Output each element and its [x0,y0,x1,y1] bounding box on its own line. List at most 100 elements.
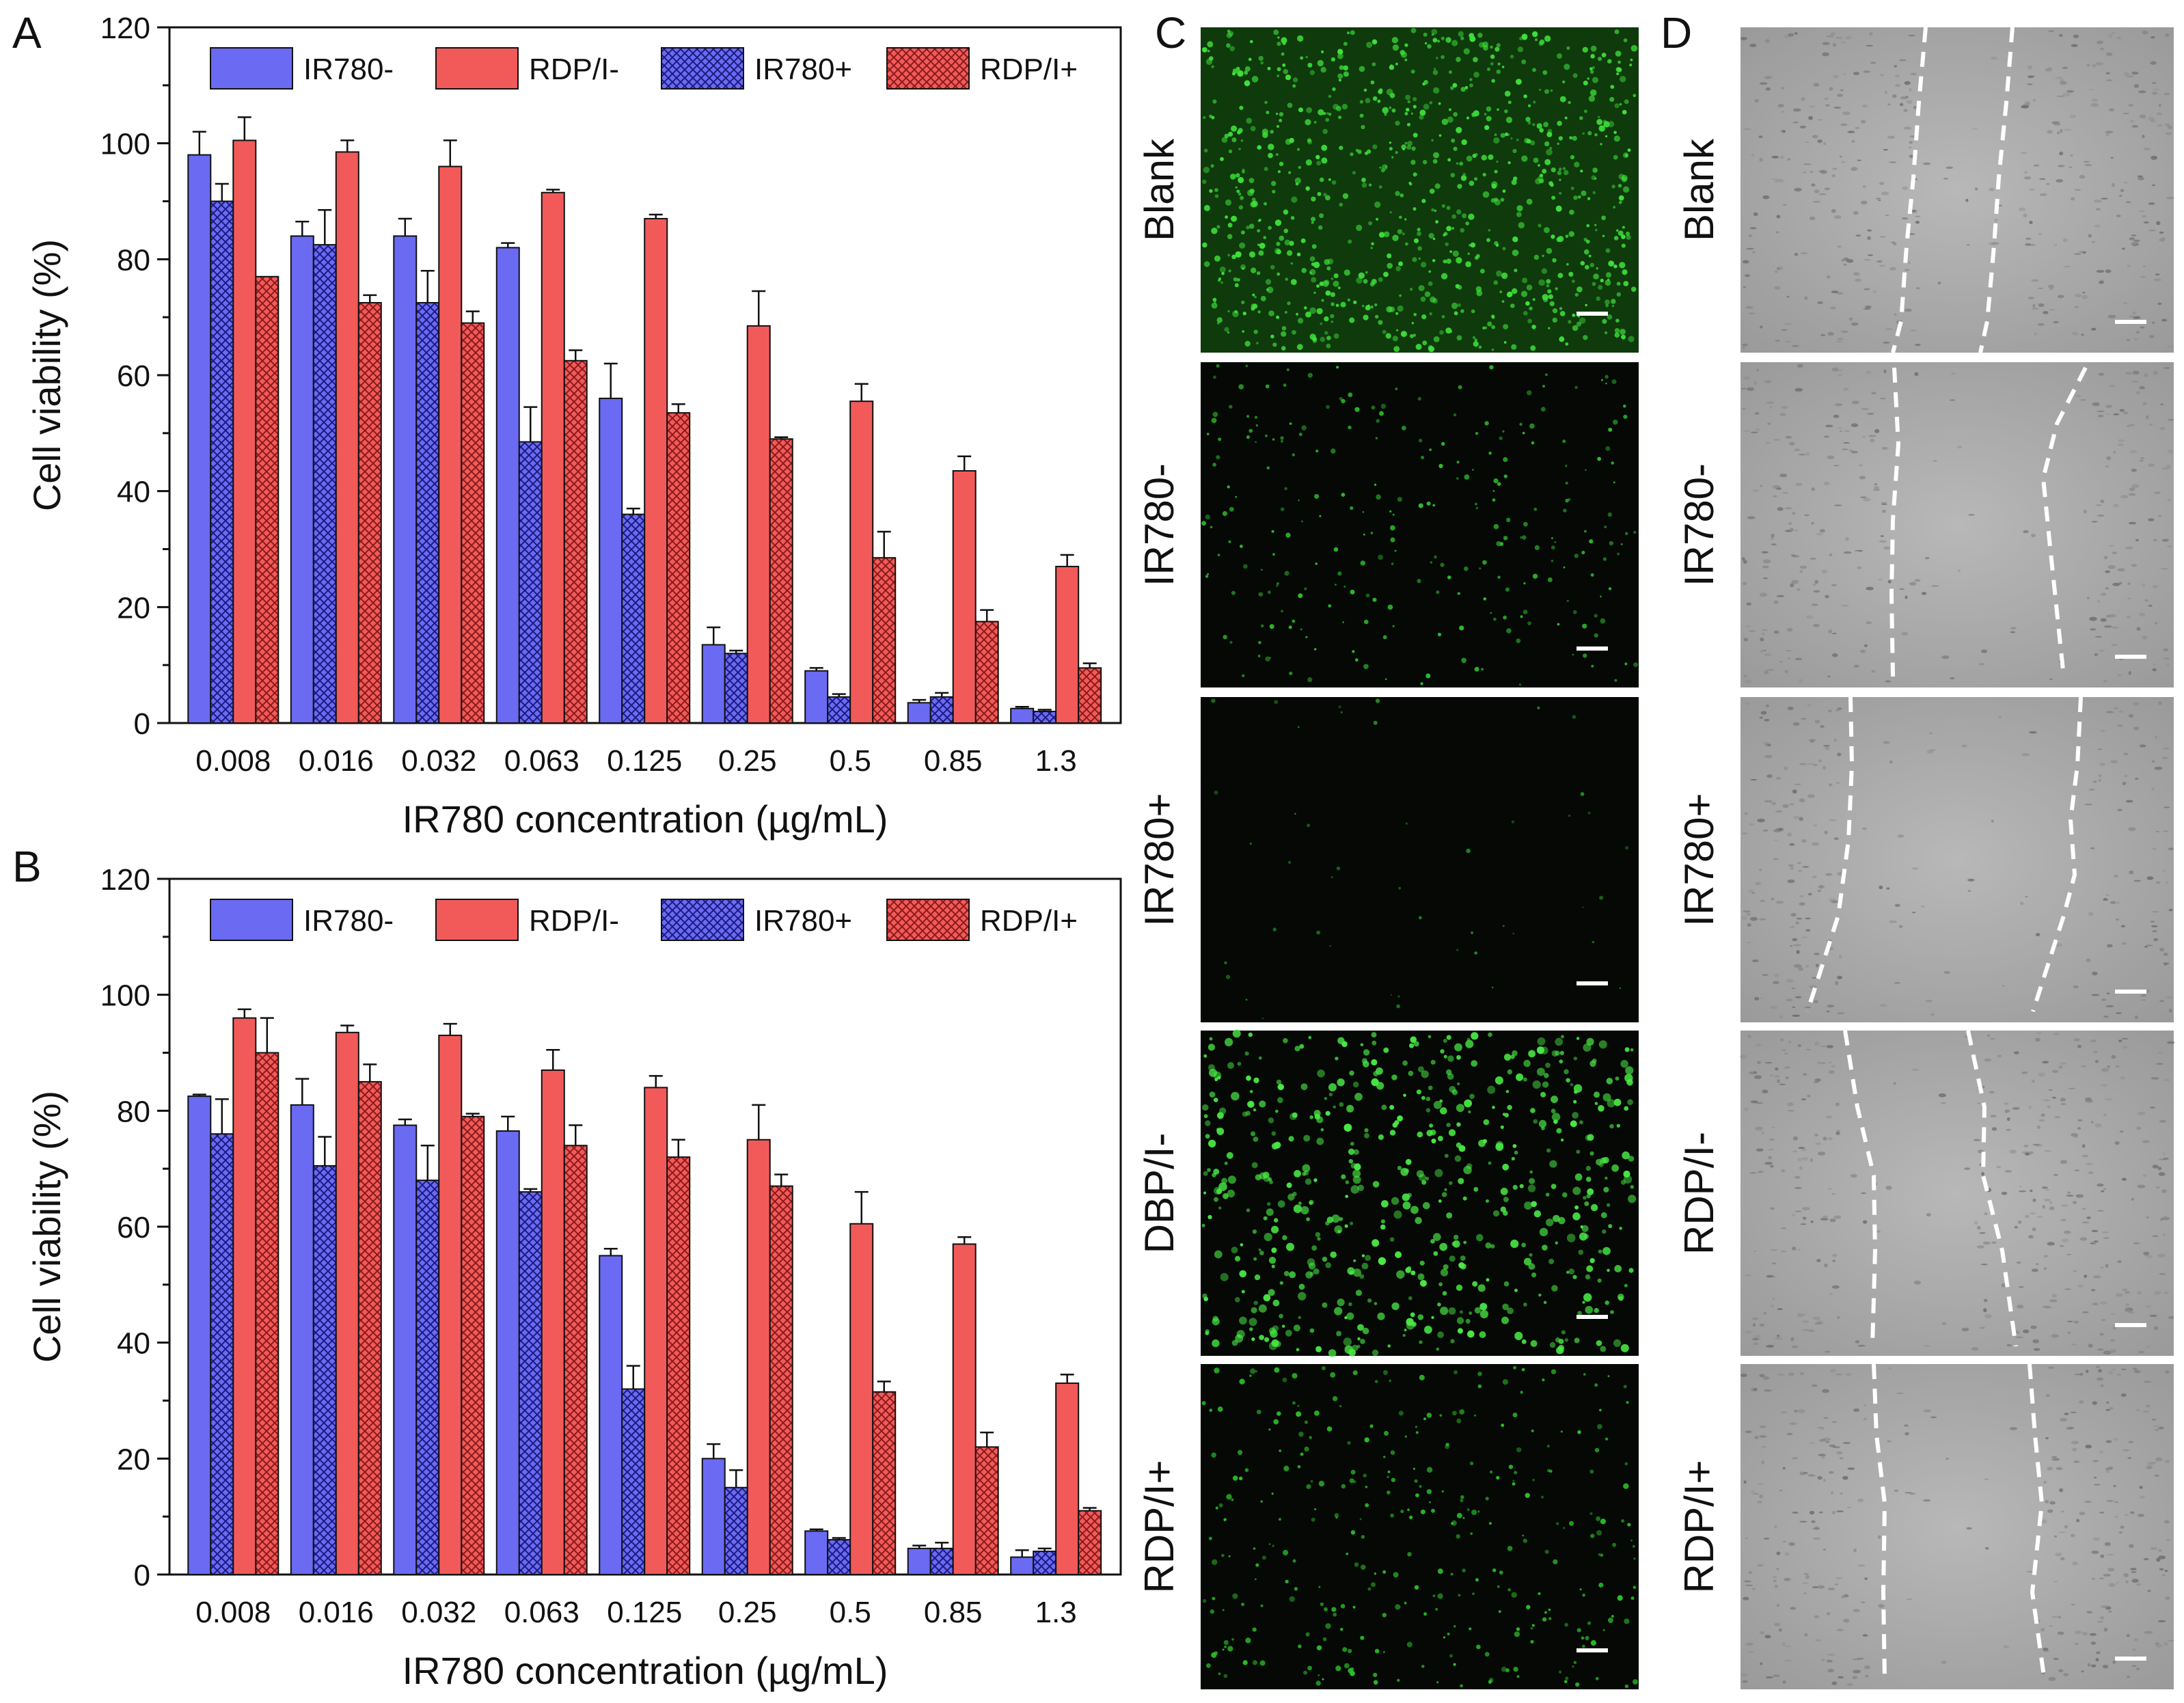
bar-b-rdpi-5 [746,1139,771,1575]
fluorescence-image-3 [1201,1029,1639,1357]
bar-b-rdpi-6 [872,1391,897,1576]
wound-image-2 [1741,696,2174,1022]
legend-swatch-a-0 [210,47,293,90]
panel-letter-a: A [12,8,42,57]
scale-bar [2115,1657,2146,1661]
bar-b-rdpi-7 [952,1243,977,1575]
wound-edge-left [1889,367,1901,677]
bar-b-ir780-1 [290,1104,314,1575]
panel-d-label-0: Blank [1676,138,1722,241]
bar-a-rdpi-3 [563,359,588,724]
wound-edge-left [1805,696,1855,1012]
fluorescence-image-1 [1201,362,1639,687]
y-tick-label-a: 100 [100,128,150,161]
y-tick-label-b: 60 [117,1211,150,1244]
x-tick-label-b: 1.3 [1035,1596,1077,1629]
panel-d-label-3: RDP/I- [1676,1132,1722,1255]
bar-a-ir780-8 [1033,711,1057,724]
scale-bar [2115,990,2146,994]
y-tick-label-a: 60 [117,359,150,393]
panel-c-label-4: RDP/I+ [1136,1460,1182,1593]
bar-b-ir780-5 [724,1486,748,1575]
panel-c-fluorescence: Blank IR780- IR780+ DBP/I- RDP/I+ [1136,27,1639,1689]
panel-d-label-4: RDP/I+ [1676,1460,1722,1593]
panel-letter-b: B [12,842,42,891]
bar-a-ir780-1 [312,244,337,724]
x-tick-label-a: 0.5 [830,744,871,778]
legend-label-b-1: RDP/I- [529,904,619,938]
bar-b-ir780-2 [415,1180,440,1575]
x-tick-label-a: 1.3 [1035,744,1077,778]
bar-b-rdpi-6 [849,1223,874,1575]
bar-b-rdpi-4 [644,1087,668,1575]
bar-b-rdpi-2 [438,1035,463,1576]
bar-a-rdpi-0 [232,139,257,724]
bar-b-ir780-7 [907,1547,931,1575]
y-tick-label-b: 100 [100,979,150,1013]
bar-a-rdpi-4 [644,217,668,724]
bar-a-rdpi-0 [255,275,279,724]
wound-edge-right [2031,696,2083,1012]
panel-c-label-3: DBP/I- [1136,1133,1182,1254]
bar-a-ir780-3 [495,247,520,724]
x-tick-label-a: 0.85 [924,744,983,778]
x-axis-label-b: IR780 concentration (µg/mL) [402,1649,888,1692]
bar-b-rdpi-8 [1055,1382,1080,1576]
wound-image-1 [1741,362,2174,687]
scale-bar [1576,1648,1608,1652]
bar-b-rdpi-3 [541,1069,565,1575]
legend-swatch-b-3 [886,899,970,941]
bar-a-ir780-6 [827,696,851,724]
x-tick-label-a: 0.008 [195,744,271,778]
bar-a-ir780-4 [621,513,646,724]
bar-b-ir780-6 [827,1539,851,1576]
bar-b-rdpi-4 [666,1156,691,1575]
bar-a-ir780-4 [599,397,623,724]
bar-b-ir780-2 [393,1124,418,1575]
bar-a-ir780-0 [187,154,212,724]
bar-a-rdpi-7 [952,469,977,724]
x-tick-label-b: 0.85 [924,1596,983,1629]
bar-b-rdpi-1 [357,1080,382,1575]
scale-bar [2115,655,2146,659]
bar-b-ir780-8 [1010,1556,1035,1576]
panel-letter-d: D [1661,8,1692,57]
legend-swatch-b-2 [661,899,744,941]
legend-label-a-1: RDP/I- [529,53,619,86]
wound-edge-left [1872,1363,1887,1682]
bar-b-ir780-0 [210,1133,234,1576]
bar-a-ir780-3 [518,441,543,724]
bar-a-ir780-1 [290,235,314,724]
bar-a-rdpi-5 [769,438,793,724]
legend-swatch-a-2 [661,47,744,90]
bar-b-rdpi-5 [769,1185,793,1576]
bar-a-ir780-6 [804,670,829,724]
legend-swatch-a-1 [435,47,519,90]
fluorescence-image-2 [1201,697,1639,1022]
bar-b-rdpi-2 [461,1115,485,1575]
panel-c-label-0: Blank [1136,138,1182,241]
chart-b: 0 20 40 60 80 100 120 Cell viability (%) IR780 c… [25,863,1122,1692]
bar-a-rdpi-8 [1055,565,1080,724]
bar-a-ir780-2 [393,235,418,724]
panel-c-label-1: IR780- [1136,463,1182,586]
bar-b-rdpi-0 [255,1052,279,1575]
bar-a-ir780-5 [701,644,726,724]
scale-bar [1576,981,1608,985]
y-tick-label-b: 20 [117,1443,150,1476]
y-tick-label-b: 0 [134,1559,150,1592]
bar-b-ir780-0 [187,1095,212,1575]
bar-a-rdpi-8 [1078,667,1102,724]
legend-label-b-0: IR780- [303,904,394,938]
y-tick-label-a: 0 [134,707,150,741]
scale-bar [2115,1323,2146,1327]
x-tick-label-b: 0.063 [504,1596,579,1629]
bar-b-rdpi-3 [563,1145,588,1575]
legend-swatch-b-1 [435,899,519,941]
x-tick-label-a: 0.25 [718,744,777,778]
y-tick-label-a: 40 [117,476,150,509]
x-axis-label-a: IR780 concentration (µg/mL) [402,798,888,841]
wound-image-0 [1740,27,2174,353]
x-tick-label-b: 0.016 [299,1596,374,1629]
